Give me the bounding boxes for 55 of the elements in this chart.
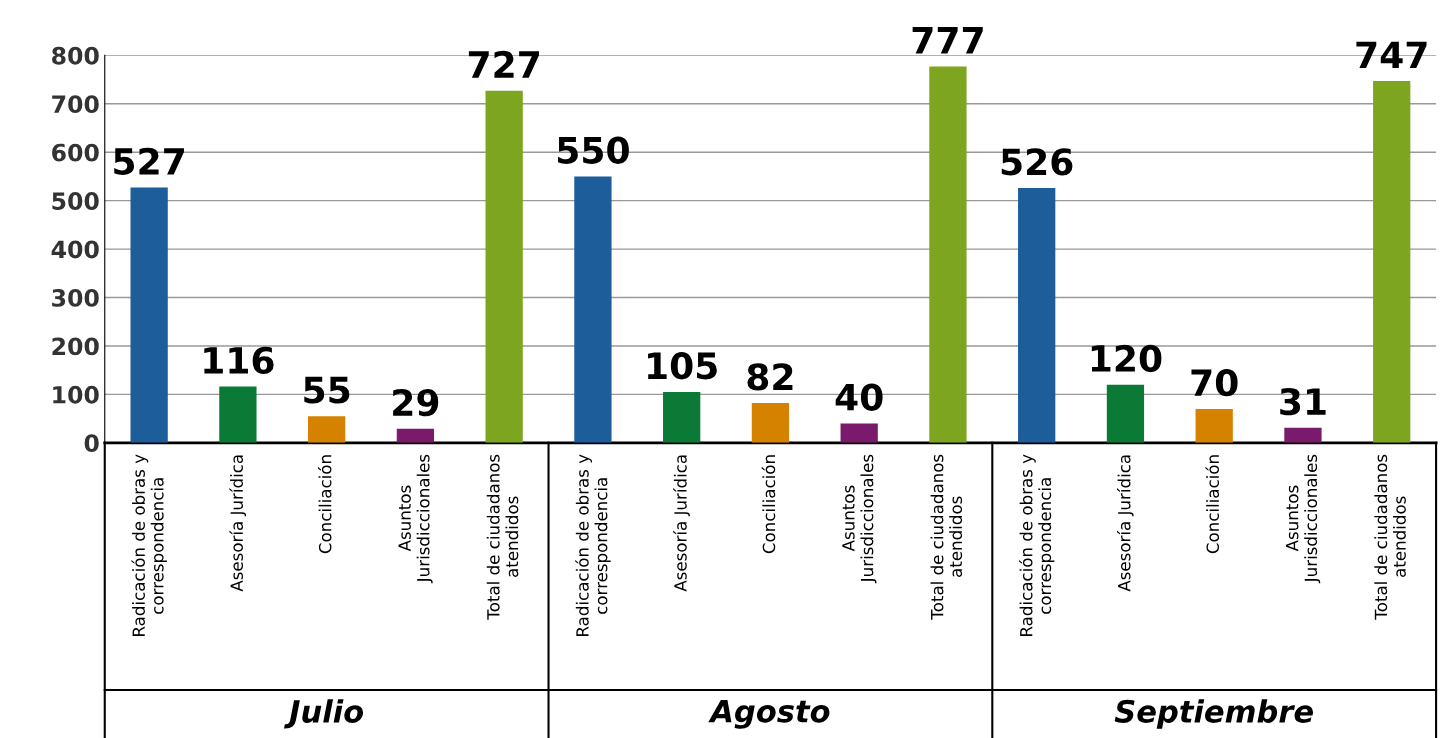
bar bbox=[574, 176, 612, 443]
bar bbox=[1195, 408, 1233, 443]
data-label: 526 bbox=[1001, 148, 1073, 176]
x-tick-label: Total de ciudadanos atendidos bbox=[930, 454, 963, 620]
y-tick-label: 100 bbox=[53, 385, 99, 404]
bar bbox=[1106, 384, 1145, 443]
bar bbox=[840, 423, 878, 443]
x-tick-label: Conciliación bbox=[317, 455, 332, 554]
data-label: 777 bbox=[912, 27, 983, 54]
y-tick-label: 200 bbox=[52, 337, 99, 356]
y-tick-label: 0 bbox=[84, 434, 99, 453]
data-label: 31 bbox=[1280, 387, 1326, 416]
bar bbox=[485, 90, 523, 443]
text: Septiembre bbox=[1114, 699, 1313, 729]
bar bbox=[396, 428, 435, 443]
y-tick-label: 500 bbox=[52, 192, 99, 210]
x-tick-label: Total de ciudadanos atendidos bbox=[1374, 454, 1406, 620]
x-tick-label: Conciliación bbox=[761, 455, 776, 554]
data-label: 116 bbox=[204, 346, 274, 375]
x-tick-label: Asesoría Jurídica bbox=[1116, 455, 1134, 592]
bar bbox=[219, 386, 257, 443]
x-tick-label: Asesoría Jurídica bbox=[229, 455, 247, 592]
bar bbox=[130, 187, 168, 443]
x-tick-label: Radicación de obras y correspondencia bbox=[131, 454, 167, 636]
data-label: 550 bbox=[558, 136, 629, 164]
y-tick-label: 800 bbox=[52, 46, 99, 65]
bar bbox=[751, 403, 790, 443]
text: Julio bbox=[284, 699, 364, 729]
bar bbox=[929, 66, 967, 443]
data-label: 55 bbox=[304, 376, 350, 404]
y-tick-label: 400 bbox=[51, 240, 99, 259]
data-label: 527 bbox=[114, 147, 184, 176]
bar bbox=[308, 416, 346, 443]
x-tick-label: Asuntos Jurisdiccionales bbox=[398, 454, 433, 584]
data-label: 105 bbox=[648, 352, 717, 380]
y-tick-label: 600 bbox=[52, 143, 99, 162]
x-tick-label: Total de ciudadanos atendidos bbox=[486, 454, 519, 620]
bar bbox=[663, 391, 701, 443]
data-label: 82 bbox=[747, 363, 793, 391]
y-tick-label: 700 bbox=[52, 95, 99, 114]
bar bbox=[1018, 188, 1056, 443]
bar bbox=[1373, 81, 1411, 443]
bar bbox=[1284, 427, 1322, 443]
x-tick-label: Conciliación bbox=[1205, 455, 1220, 554]
data-label: 29 bbox=[393, 388, 439, 417]
y-tick-label: 300 bbox=[52, 288, 99, 307]
x-tick-label: Asesoría Jurídica bbox=[673, 455, 690, 592]
text: Agosto bbox=[708, 699, 830, 729]
x-tick-label: Asuntos Jurisdiccionales bbox=[1286, 454, 1321, 584]
x-tick-label: Asuntos Jurisdiccionales bbox=[842, 454, 877, 584]
data-label: 40 bbox=[835, 383, 883, 411]
data-label: 120 bbox=[1091, 344, 1162, 373]
data-label: 70 bbox=[1191, 369, 1238, 397]
data-label: 747 bbox=[1356, 41, 1427, 68]
data-label: 727 bbox=[468, 50, 539, 78]
